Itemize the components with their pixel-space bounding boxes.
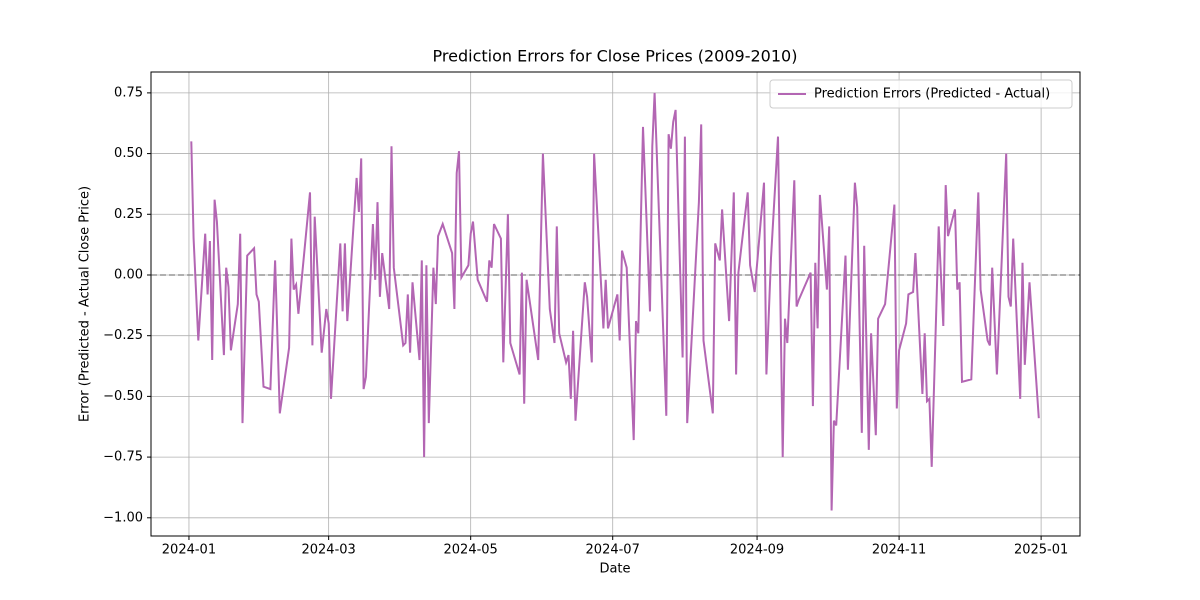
x-axis-label: Date — [599, 562, 630, 577]
y-tick-label: −0.25 — [103, 328, 143, 343]
series-line — [190, 92, 1040, 511]
x-tick-label: 2024-11 — [872, 543, 926, 558]
chart-title: Prediction Errors for Close Prices (2009… — [433, 47, 798, 66]
y-tick-label: −1.00 — [103, 510, 143, 525]
x-tick-label: 2024-09 — [730, 543, 784, 558]
y-axis-label: Error (Predicted - Actual Close Price) — [78, 186, 93, 422]
x-tick-label: 2024-07 — [586, 543, 640, 558]
x-tick-label: 2024-03 — [301, 543, 355, 558]
x-tick-label: 2024-05 — [444, 543, 498, 558]
y-tick-label: −0.75 — [103, 450, 143, 465]
x-tick-label: 2024-01 — [162, 543, 216, 558]
plot-frame — [150, 71, 1081, 537]
y-tick-label: 0.75 — [114, 85, 143, 100]
x-tick-label: 2025-01 — [1014, 543, 1068, 558]
y-tick-label: 0.00 — [114, 267, 143, 282]
y-tick-label: 0.50 — [114, 146, 143, 161]
y-tick-label: 0.25 — [114, 207, 143, 222]
legend-box — [769, 79, 1073, 109]
legend-label: Prediction Errors (Predicted - Actual) — [814, 87, 1050, 102]
y-tick-label: −0.50 — [103, 389, 143, 404]
